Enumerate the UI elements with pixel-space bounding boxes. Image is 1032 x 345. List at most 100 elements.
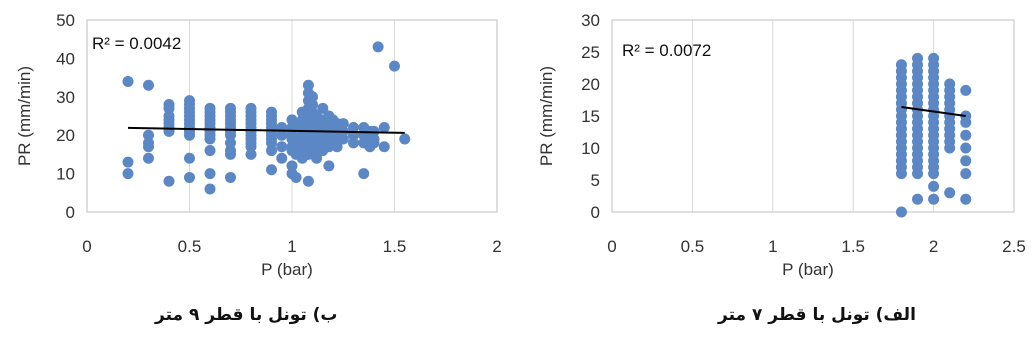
data-point-9m-47 [225, 129, 236, 141]
data-point-9m-25 [184, 129, 195, 141]
y-tick-label-7m-6: 30 [581, 11, 600, 30]
caption-7m: الف) تونل با قطر ۷ متر [718, 305, 916, 325]
data-point-9m-150 [348, 137, 359, 149]
data-point-9m-62 [245, 141, 257, 153]
data-point-9m-110 [307, 91, 318, 103]
caption-9m: ب) تونل با قطر ۹ متر [155, 305, 338, 325]
x-tick-label-7m-3: 1.5 [841, 237, 865, 256]
data-point-9m-3 [143, 79, 154, 91]
data-point-9m-147 [337, 133, 349, 145]
data-point-9m-160 [368, 137, 380, 149]
x-tick-label-9m-4: 2 [492, 237, 501, 256]
data-point-9m-72 [266, 137, 277, 149]
data-point-9m-4 [143, 129, 154, 141]
data-point-7m-17 [895, 168, 907, 180]
x-axis-title-9m: P (bar) [261, 260, 313, 279]
data-point-9m-1 [122, 156, 134, 168]
data-point-9m-144 [331, 141, 343, 153]
trendline-7m [901, 106, 966, 117]
data-point-9m-2 [122, 168, 134, 180]
data-point-9m-6 [143, 141, 154, 153]
data-point-7m-18 [895, 206, 907, 218]
data-point-9m-7 [143, 152, 154, 164]
data-point-7m-71 [944, 187, 956, 199]
data-point-7m-79 [960, 193, 972, 205]
data-point-7m-75 [960, 129, 972, 141]
y-tick-label-7m-5: 25 [581, 43, 600, 62]
y-tick-label-7m-4: 20 [581, 75, 600, 94]
data-point-9m-51 [225, 171, 236, 183]
data-point-9m-136 [323, 160, 335, 172]
x-tick-label-7m-0: 0 [607, 237, 616, 256]
data-point-9m-161 [372, 41, 384, 53]
data-point-9m-37 [204, 145, 216, 157]
data-point-9m-164 [389, 60, 400, 72]
x-tick-label-7m-4: 2 [929, 237, 938, 256]
data-point-9m-125 [317, 102, 329, 114]
x-tick-label-9m-2: 1 [287, 237, 296, 256]
data-point-7m-59 [928, 193, 940, 205]
data-point-9m-145 [337, 118, 349, 130]
data-point-9m-148 [348, 122, 359, 134]
y-tick-label-7m-1: 5 [591, 171, 600, 190]
x-tick-label-7m-2: 1 [768, 237, 777, 256]
data-point-7m-78 [960, 168, 972, 180]
trendline-9m [127, 126, 405, 134]
data-point-9m-91 [290, 171, 302, 183]
data-point-9m-63 [245, 148, 257, 160]
data-point-7m-77 [960, 155, 972, 167]
y-tick-label-9m-2: 20 [56, 126, 75, 145]
y-tick-label-7m-2: 10 [581, 139, 600, 158]
data-point-9m-36 [204, 133, 216, 145]
data-point-7m-37 [912, 168, 924, 180]
r-squared-label-7m: R² = 0.0072 [622, 41, 711, 60]
x-tick-label-9m-1: 0.5 [178, 237, 202, 256]
x-tick-label-9m-3: 1.5 [383, 237, 407, 256]
data-point-9m-27 [184, 171, 195, 183]
data-point-9m-109 [302, 175, 314, 187]
x-tick-label-9m-0: 0 [82, 237, 91, 256]
data-point-7m-38 [912, 193, 924, 205]
data-point-9m-9 [163, 102, 175, 114]
data-point-9m-73 [266, 145, 277, 157]
data-point-9m-14 [163, 125, 175, 137]
data-point-9m-76 [276, 129, 288, 141]
data-point-9m-111 [307, 98, 318, 110]
data-point-9m-163 [378, 141, 390, 153]
y-axis-title-7m: PR (mm/min) [537, 66, 556, 166]
x-tick-label-7m-1: 0.5 [681, 237, 705, 256]
x-axis-title-7m: P (bar) [782, 260, 834, 279]
data-point-7m-72 [960, 84, 972, 96]
y-tick-label-9m-1: 10 [56, 165, 75, 184]
data-point-9m-0 [122, 75, 134, 87]
data-point-9m-165 [399, 133, 411, 145]
data-point-9m-154 [358, 168, 370, 180]
data-point-9m-38 [204, 168, 216, 180]
y-tick-label-7m-3: 15 [581, 107, 600, 126]
data-point-9m-50 [225, 148, 236, 160]
data-point-9m-48 [225, 137, 236, 149]
data-point-7m-76 [960, 142, 972, 154]
data-point-9m-77 [276, 141, 288, 153]
data-point-7m-70 [944, 142, 956, 154]
r-squared-label-9m: R² = 0.0042 [92, 34, 181, 53]
y-tick-label-9m-3: 30 [56, 88, 75, 107]
data-point-9m-124 [311, 152, 323, 164]
data-point-9m-78 [276, 152, 288, 164]
data-point-9m-39 [204, 183, 216, 195]
y-axis-title-9m: PR (mm/min) [15, 66, 34, 166]
y-tick-label-9m-0: 0 [66, 203, 75, 222]
data-point-9m-99 [302, 79, 314, 91]
data-point-7m-74 [960, 116, 972, 128]
data-point-7m-58 [928, 180, 940, 192]
data-point-9m-86 [286, 160, 298, 172]
data-point-9m-15 [163, 175, 175, 187]
x-tick-label-7m-5: 2.5 [1002, 237, 1026, 256]
data-point-9m-162 [378, 122, 390, 134]
data-point-9m-26 [184, 152, 195, 164]
y-tick-label-7m-0: 0 [591, 203, 600, 222]
data-point-7m-57 [928, 168, 940, 180]
y-tick-label-9m-4: 40 [56, 49, 75, 68]
